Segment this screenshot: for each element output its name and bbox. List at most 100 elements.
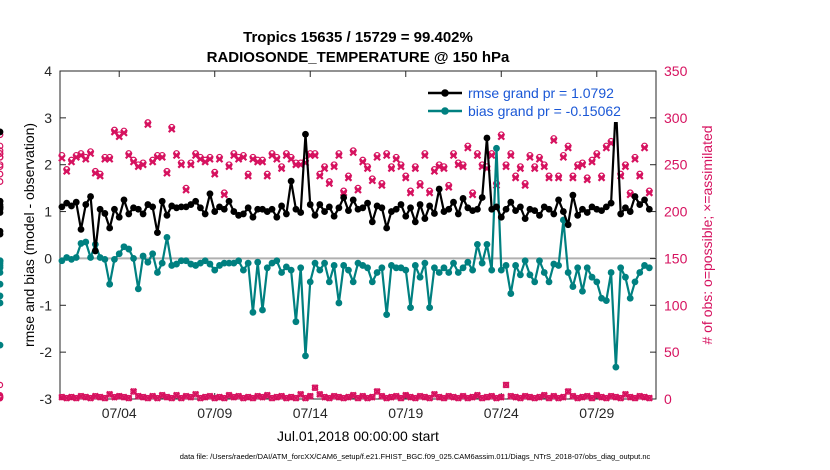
bias-point (316, 266, 324, 274)
obs-assimilated-point (144, 120, 152, 129)
obs-assimilated-point (635, 172, 644, 180)
bias-point (407, 304, 414, 312)
rmse-point (134, 205, 142, 213)
obs-bottom-possible-point (101, 394, 109, 402)
bias-point (235, 257, 243, 265)
obs-bottom-possible-point (130, 388, 137, 395)
obs-assimilated-point (273, 155, 281, 163)
bias-point (631, 278, 639, 286)
bias-point (450, 259, 457, 267)
rmse-point (335, 204, 343, 212)
rmse-point (473, 205, 481, 213)
obs-assimilated-point (530, 164, 539, 173)
rmse-point (383, 224, 391, 232)
rmse-point (340, 194, 348, 201)
rmse-point (512, 207, 519, 215)
obs-assimilated-point (564, 144, 572, 152)
bias-point (149, 250, 157, 258)
x-tick-label: 07/24 (484, 405, 519, 421)
bias-point (459, 264, 467, 272)
obs-assimilated-point (464, 144, 472, 152)
bias-point (101, 255, 109, 263)
rmse-point (636, 201, 644, 208)
obs-assimilated-point (459, 162, 467, 171)
rmse-point (287, 177, 295, 185)
rmse-point (311, 211, 319, 219)
bias-point (87, 254, 94, 261)
bias-point (540, 269, 548, 276)
rmse-point (397, 201, 405, 208)
obs-assimilated-point (320, 164, 329, 173)
rmse-point (641, 196, 648, 204)
obs-assimilated-point (354, 186, 362, 194)
obs-assimilated-point (621, 162, 630, 171)
bias-point (321, 259, 328, 267)
bias-point (426, 304, 434, 312)
obs-assimilated-point (244, 172, 252, 180)
rmse-point (564, 221, 572, 229)
bias-point (287, 266, 295, 274)
obs-assimilated-point (163, 169, 171, 177)
rmse-point (598, 207, 605, 215)
bias-point (512, 262, 519, 269)
obs-bottom-assimilated-point (306, 392, 314, 400)
rmse-point (617, 210, 625, 218)
rmse-point (297, 209, 305, 216)
rmse-point (435, 185, 443, 193)
rmse-point (497, 213, 505, 221)
rmse-point (177, 203, 185, 211)
bias-point (311, 259, 319, 267)
obs-assimilated-point (158, 153, 166, 161)
rmse-point (364, 199, 371, 207)
bias-point (636, 269, 644, 276)
obs-assimilated-point (105, 155, 114, 163)
rmse-point (87, 193, 94, 200)
rmse-point (507, 198, 515, 206)
rmse-point (622, 204, 629, 212)
obs-bottom-possible-point (192, 391, 199, 398)
rmse-point (607, 199, 615, 207)
bias-point (144, 258, 152, 266)
rmse-point (602, 203, 610, 211)
obs-assimilated-point (487, 151, 496, 160)
rmse-point (220, 205, 228, 213)
x-tick-label: 07/04 (102, 405, 137, 421)
rmse-point (197, 204, 204, 212)
obs-bottom-possible-point (426, 394, 433, 402)
x-tick-label: 07/29 (579, 405, 614, 421)
obs-assimilated-point (411, 164, 420, 173)
obs-assimilated-point (392, 155, 400, 163)
rmse-point (125, 210, 133, 218)
rmse-point (106, 224, 114, 232)
obs-bottom-assimilated-point (368, 393, 376, 401)
bias-point (521, 257, 529, 265)
obs-assimilated-point (325, 179, 334, 188)
x-axis: 07/04 07/09 07/14 07/19 07/24 07/29 (102, 71, 615, 421)
bias-point (0, 292, 4, 300)
obs-assimilated-point (344, 174, 353, 182)
bias-point (483, 240, 491, 248)
rmse-series (0, 101, 653, 255)
bias-point (411, 262, 419, 269)
obs-assimilated-point (177, 160, 186, 169)
bias-point (263, 264, 271, 272)
rmse-point (536, 211, 543, 219)
obs-assimilated-point (330, 162, 338, 171)
bias-point (0, 280, 4, 288)
bias-point (130, 255, 137, 262)
obs-bottom-assimilated-point (564, 387, 572, 396)
bias-point (564, 269, 572, 276)
obs-assimilated-point (583, 175, 592, 184)
rmse-point (478, 194, 486, 201)
obs-assimilated-point (578, 160, 587, 169)
obs-possible-point (0, 170, 4, 178)
bias-point (158, 259, 166, 267)
bias-series (0, 144, 653, 371)
bias-point (220, 259, 228, 267)
bias-point (526, 271, 534, 279)
obs-assimilated-point (172, 151, 181, 160)
bias-point (225, 259, 233, 267)
rmse-point (483, 134, 491, 142)
rmse-point (192, 197, 200, 205)
bias-point (330, 262, 338, 269)
